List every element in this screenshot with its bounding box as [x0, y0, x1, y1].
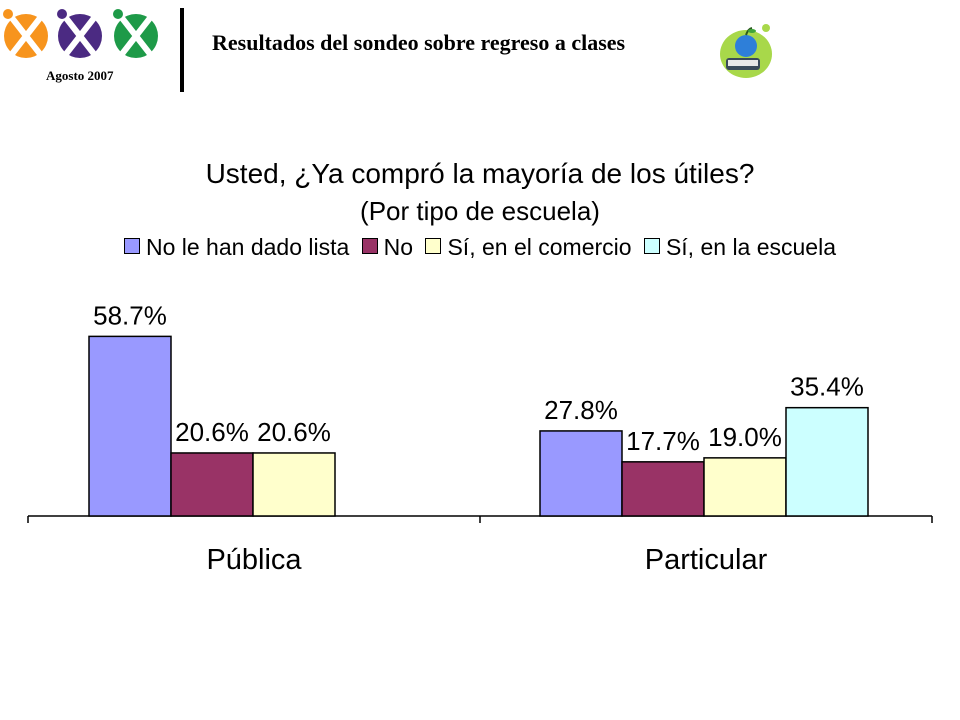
- header-divider: [180, 8, 184, 92]
- category-label: Particular: [645, 544, 768, 576]
- data-label: 19.0%: [708, 422, 782, 452]
- data-label: 20.6%: [175, 417, 249, 447]
- legend-label: Sí, en la escuela: [665, 234, 837, 260]
- bar: [703, 457, 787, 517]
- chart-legend: No le han dado lista No Sí, en el comerc…: [0, 234, 960, 261]
- legend-swatch: [123, 238, 140, 254]
- legend-label: No: [383, 234, 414, 260]
- data-label: 17.7%: [626, 426, 700, 456]
- legend-item-escuela: Sí, en la escuela: [643, 234, 837, 261]
- chart-title: Usted, ¿Ya compró la mayoría de los útil…: [205, 158, 755, 189]
- apple-on-book-icon: [720, 24, 772, 78]
- header-title: Resultados del sondeo sobre regreso a cl…: [212, 30, 626, 55]
- legend-label: No le han dado lista: [145, 234, 350, 260]
- legend-item-no-list: No le han dado lista: [123, 234, 350, 261]
- data-label: 58.7%: [93, 300, 167, 330]
- bar: [539, 430, 623, 517]
- bar: [252, 452, 336, 517]
- legend-label: Sí, en el comercio: [447, 234, 632, 260]
- legend-swatch: [643, 238, 660, 254]
- bar: [170, 452, 254, 517]
- chart-subtitle: (Por tipo de escuela): [360, 196, 600, 226]
- bar: [785, 406, 869, 517]
- data-label: 35.4%: [790, 372, 864, 402]
- bar: [621, 461, 705, 517]
- legend-swatch: [425, 238, 442, 254]
- legend-swatch: [361, 238, 378, 254]
- figures-logo-icon: [3, 9, 158, 58]
- category-label: Pública: [206, 544, 302, 576]
- legend-item-comercio: Sí, en el comercio: [425, 234, 632, 261]
- legend-item-no: No: [361, 234, 414, 261]
- bar: [88, 335, 172, 517]
- data-label: 20.6%: [257, 417, 331, 447]
- data-label: 27.8%: [544, 395, 618, 425]
- header-date: Agosto 2007: [46, 68, 114, 83]
